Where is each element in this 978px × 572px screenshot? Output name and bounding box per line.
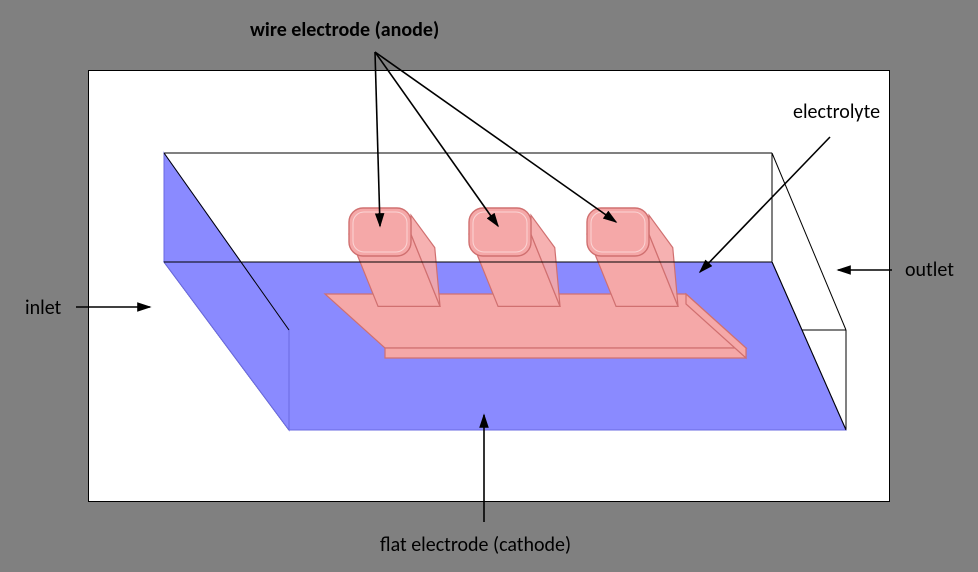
label-inlet: inlet	[25, 296, 61, 320]
label-anode: wire electrode (anode)	[250, 18, 439, 42]
label-outlet: outlet	[905, 258, 954, 282]
label-cathode: flat electrode (cathode)	[380, 533, 571, 557]
label-electrolyte: electrolyte	[793, 100, 880, 124]
arrows-svg	[0, 0, 978, 572]
